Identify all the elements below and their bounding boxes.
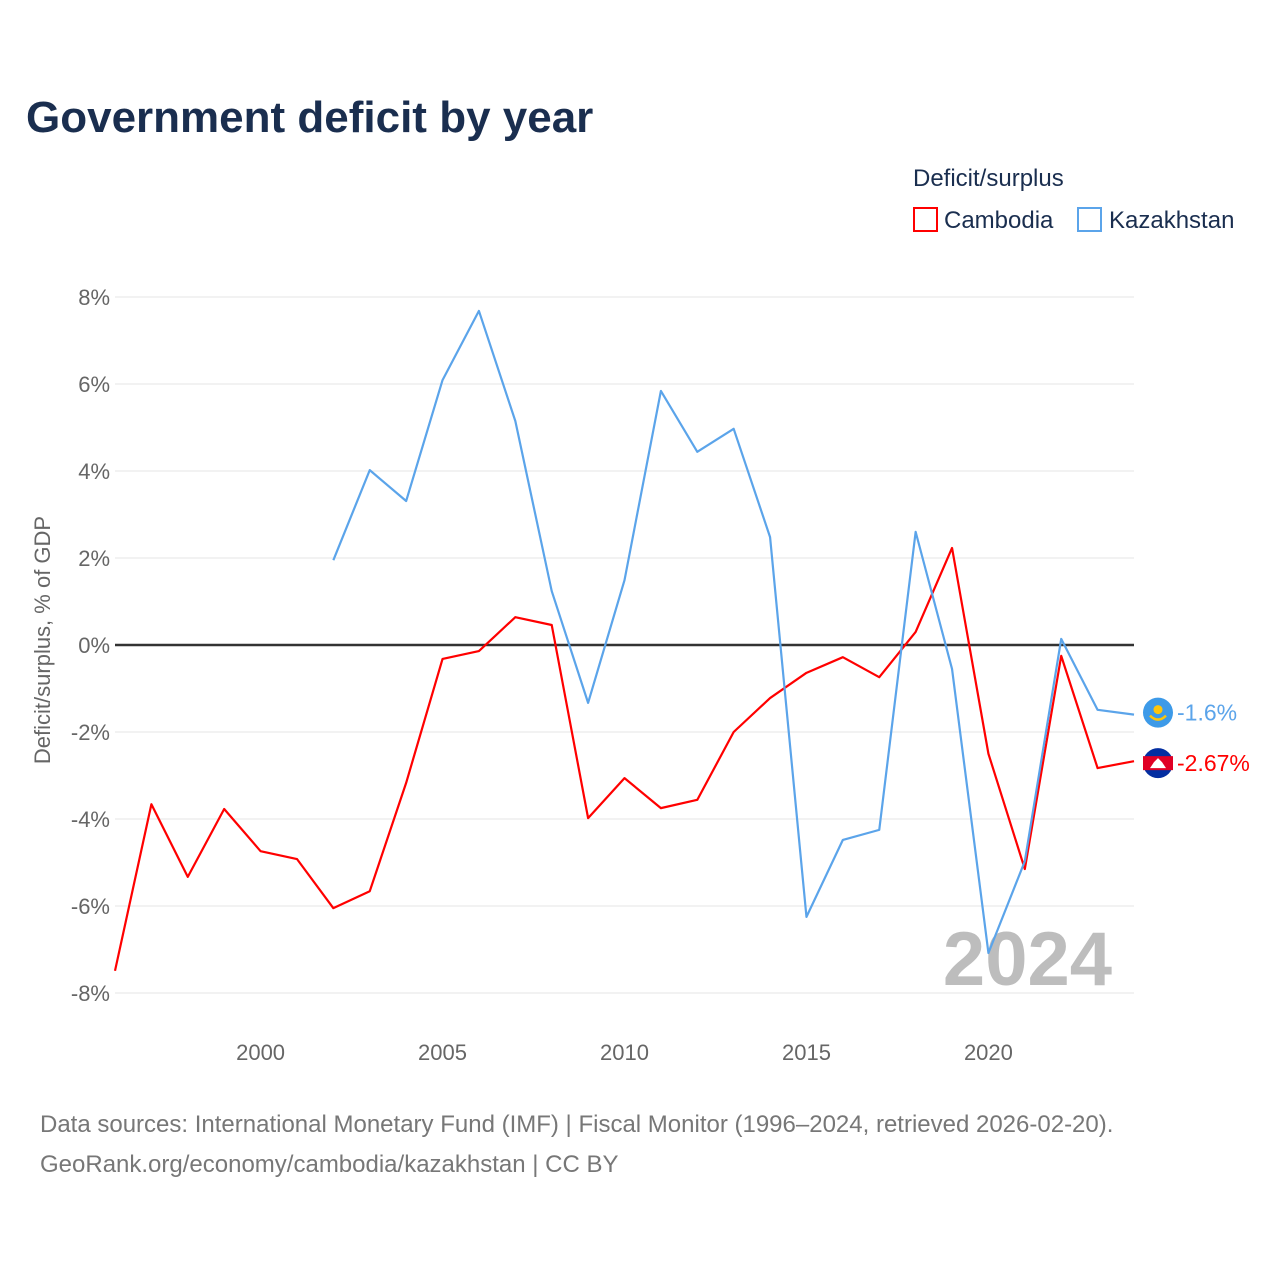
y-tick-label: -6% [71, 894, 110, 919]
y-tick-label: 6% [78, 372, 110, 397]
legend-item-kazakhstan[interactable]: Kazakhstan [1077, 207, 1234, 234]
x-tick-label: 2020 [964, 1040, 1013, 1065]
x-tick-label: 2015 [782, 1040, 831, 1065]
angkor-wat-icon [1150, 758, 1166, 769]
legend-label-cambodia: Cambodia [944, 207, 1054, 234]
y-tick-label: -4% [71, 807, 110, 832]
end-value-label-cambodia: -2.67% [1177, 750, 1250, 776]
y-tick-label: -8% [71, 981, 110, 1006]
source-line-1: Data sources: International Monetary Fun… [40, 1111, 1113, 1138]
y-tick-label: -2% [71, 720, 110, 745]
y-tick-label: 4% [78, 459, 110, 484]
chart-title: Government deficit by year [26, 93, 593, 142]
y-tick-label: 8% [78, 285, 110, 310]
x-tick-label: 2000 [236, 1040, 285, 1065]
x-tick-label: 2010 [600, 1040, 649, 1065]
year-watermark: 2024 [943, 917, 1112, 1002]
legend-swatch-cambodia [913, 207, 938, 232]
cambodia-flag-icon [1143, 748, 1173, 779]
series-line-kazakhstan [332, 309, 1135, 955]
source-line-2[interactable]: GeoRank.org/economy/cambodia/kazakhstan … [40, 1151, 619, 1178]
legend-label-kazakhstan: Kazakhstan [1109, 207, 1234, 234]
legend-swatch-kazakhstan [1077, 207, 1102, 232]
y-tick-label: 2% [78, 546, 110, 571]
legend-title: Deficit/surplus [913, 165, 1064, 192]
series-line-cambodia [113, 546, 1135, 972]
x-tick-label: 2005 [418, 1040, 467, 1065]
end-value-label-kazakhstan: -1.6% [1177, 700, 1237, 726]
kazakhstan-flag-icon [1143, 697, 1173, 728]
y-axis-label: Deficit/surplus, % of GDP [30, 516, 55, 764]
y-tick-label: 0% [78, 633, 110, 658]
legend-item-cambodia[interactable]: Cambodia [913, 207, 1054, 234]
eagle-icon [1149, 714, 1167, 721]
sun-icon [1153, 705, 1163, 715]
